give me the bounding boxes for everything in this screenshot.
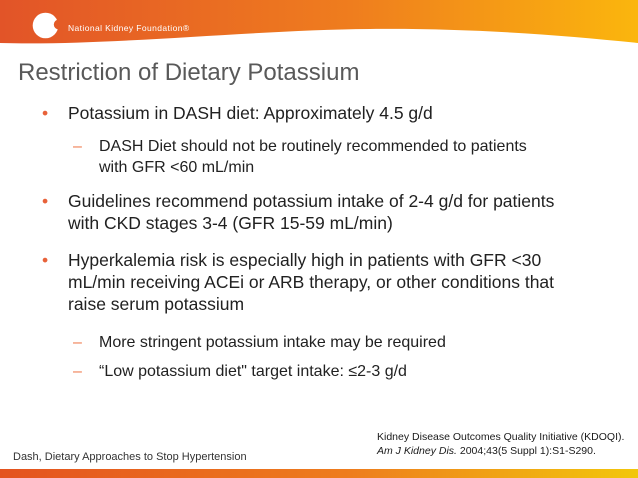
bottom-accent-bar xyxy=(0,469,638,478)
bullet-text: Hyperkalemia risk is especially high in … xyxy=(68,250,555,314)
bullet-dot-icon: • xyxy=(42,191,49,211)
bullet-item: • Potassium in DASH diet: Approximately … xyxy=(42,102,582,124)
sub-bullet-text: DASH Diet should not be routinely recomm… xyxy=(99,138,527,176)
citation: Kidney Disease Outcomes Quality Initiati… xyxy=(377,431,624,458)
sub-bullet-item: – More stringent potassium intake may be… xyxy=(73,332,541,353)
citation-detail: 2004;43(5 Suppl 1):S1-S290. xyxy=(456,444,596,457)
citation-journal: Am J Kidney Dis. xyxy=(377,444,457,457)
sub-bullet-item: – “Low potassium diet" target intake: ≤2… xyxy=(73,361,541,382)
page-title: Restriction of Dietary Potassium xyxy=(18,59,360,86)
bullet-item: • Guidelines recommend potassium intake … xyxy=(42,190,582,234)
bullet-text: Guidelines recommend potassium intake of… xyxy=(68,191,555,233)
bullet-item: • Hyperkalemia risk is especially high i… xyxy=(42,249,582,315)
citation-line2: Am J Kidney Dis. 2004;43(5 Suppl 1):S1-S… xyxy=(377,445,624,459)
dash-icon: – xyxy=(73,363,82,380)
nkf-kidney-logo-icon xyxy=(32,12,59,39)
sub-bullet-text: More stringent potassium intake may be r… xyxy=(99,334,446,351)
header-banner xyxy=(0,0,638,44)
banner-wave xyxy=(0,0,638,44)
sub-bullet-text: “Low potassium diet" target intake: ≤2-3… xyxy=(99,363,407,380)
citation-line1: Kidney Disease Outcomes Quality Initiati… xyxy=(377,431,625,443)
dash-icon: – xyxy=(73,334,82,351)
nkf-kidney-logo-notch xyxy=(53,19,64,30)
footnote-abbreviation: Dash, Dietary Approaches to Stop Hyperte… xyxy=(13,451,247,463)
bullet-dot-icon: • xyxy=(42,103,49,123)
bullet-text: Potassium in DASH diet: Approximately 4.… xyxy=(68,103,433,123)
sub-bullet-item: – DASH Diet should not be routinely reco… xyxy=(73,136,541,178)
dash-icon: – xyxy=(73,138,82,155)
logo-text: National Kidney Foundation® xyxy=(68,23,190,33)
bullet-dot-icon: • xyxy=(42,250,49,270)
